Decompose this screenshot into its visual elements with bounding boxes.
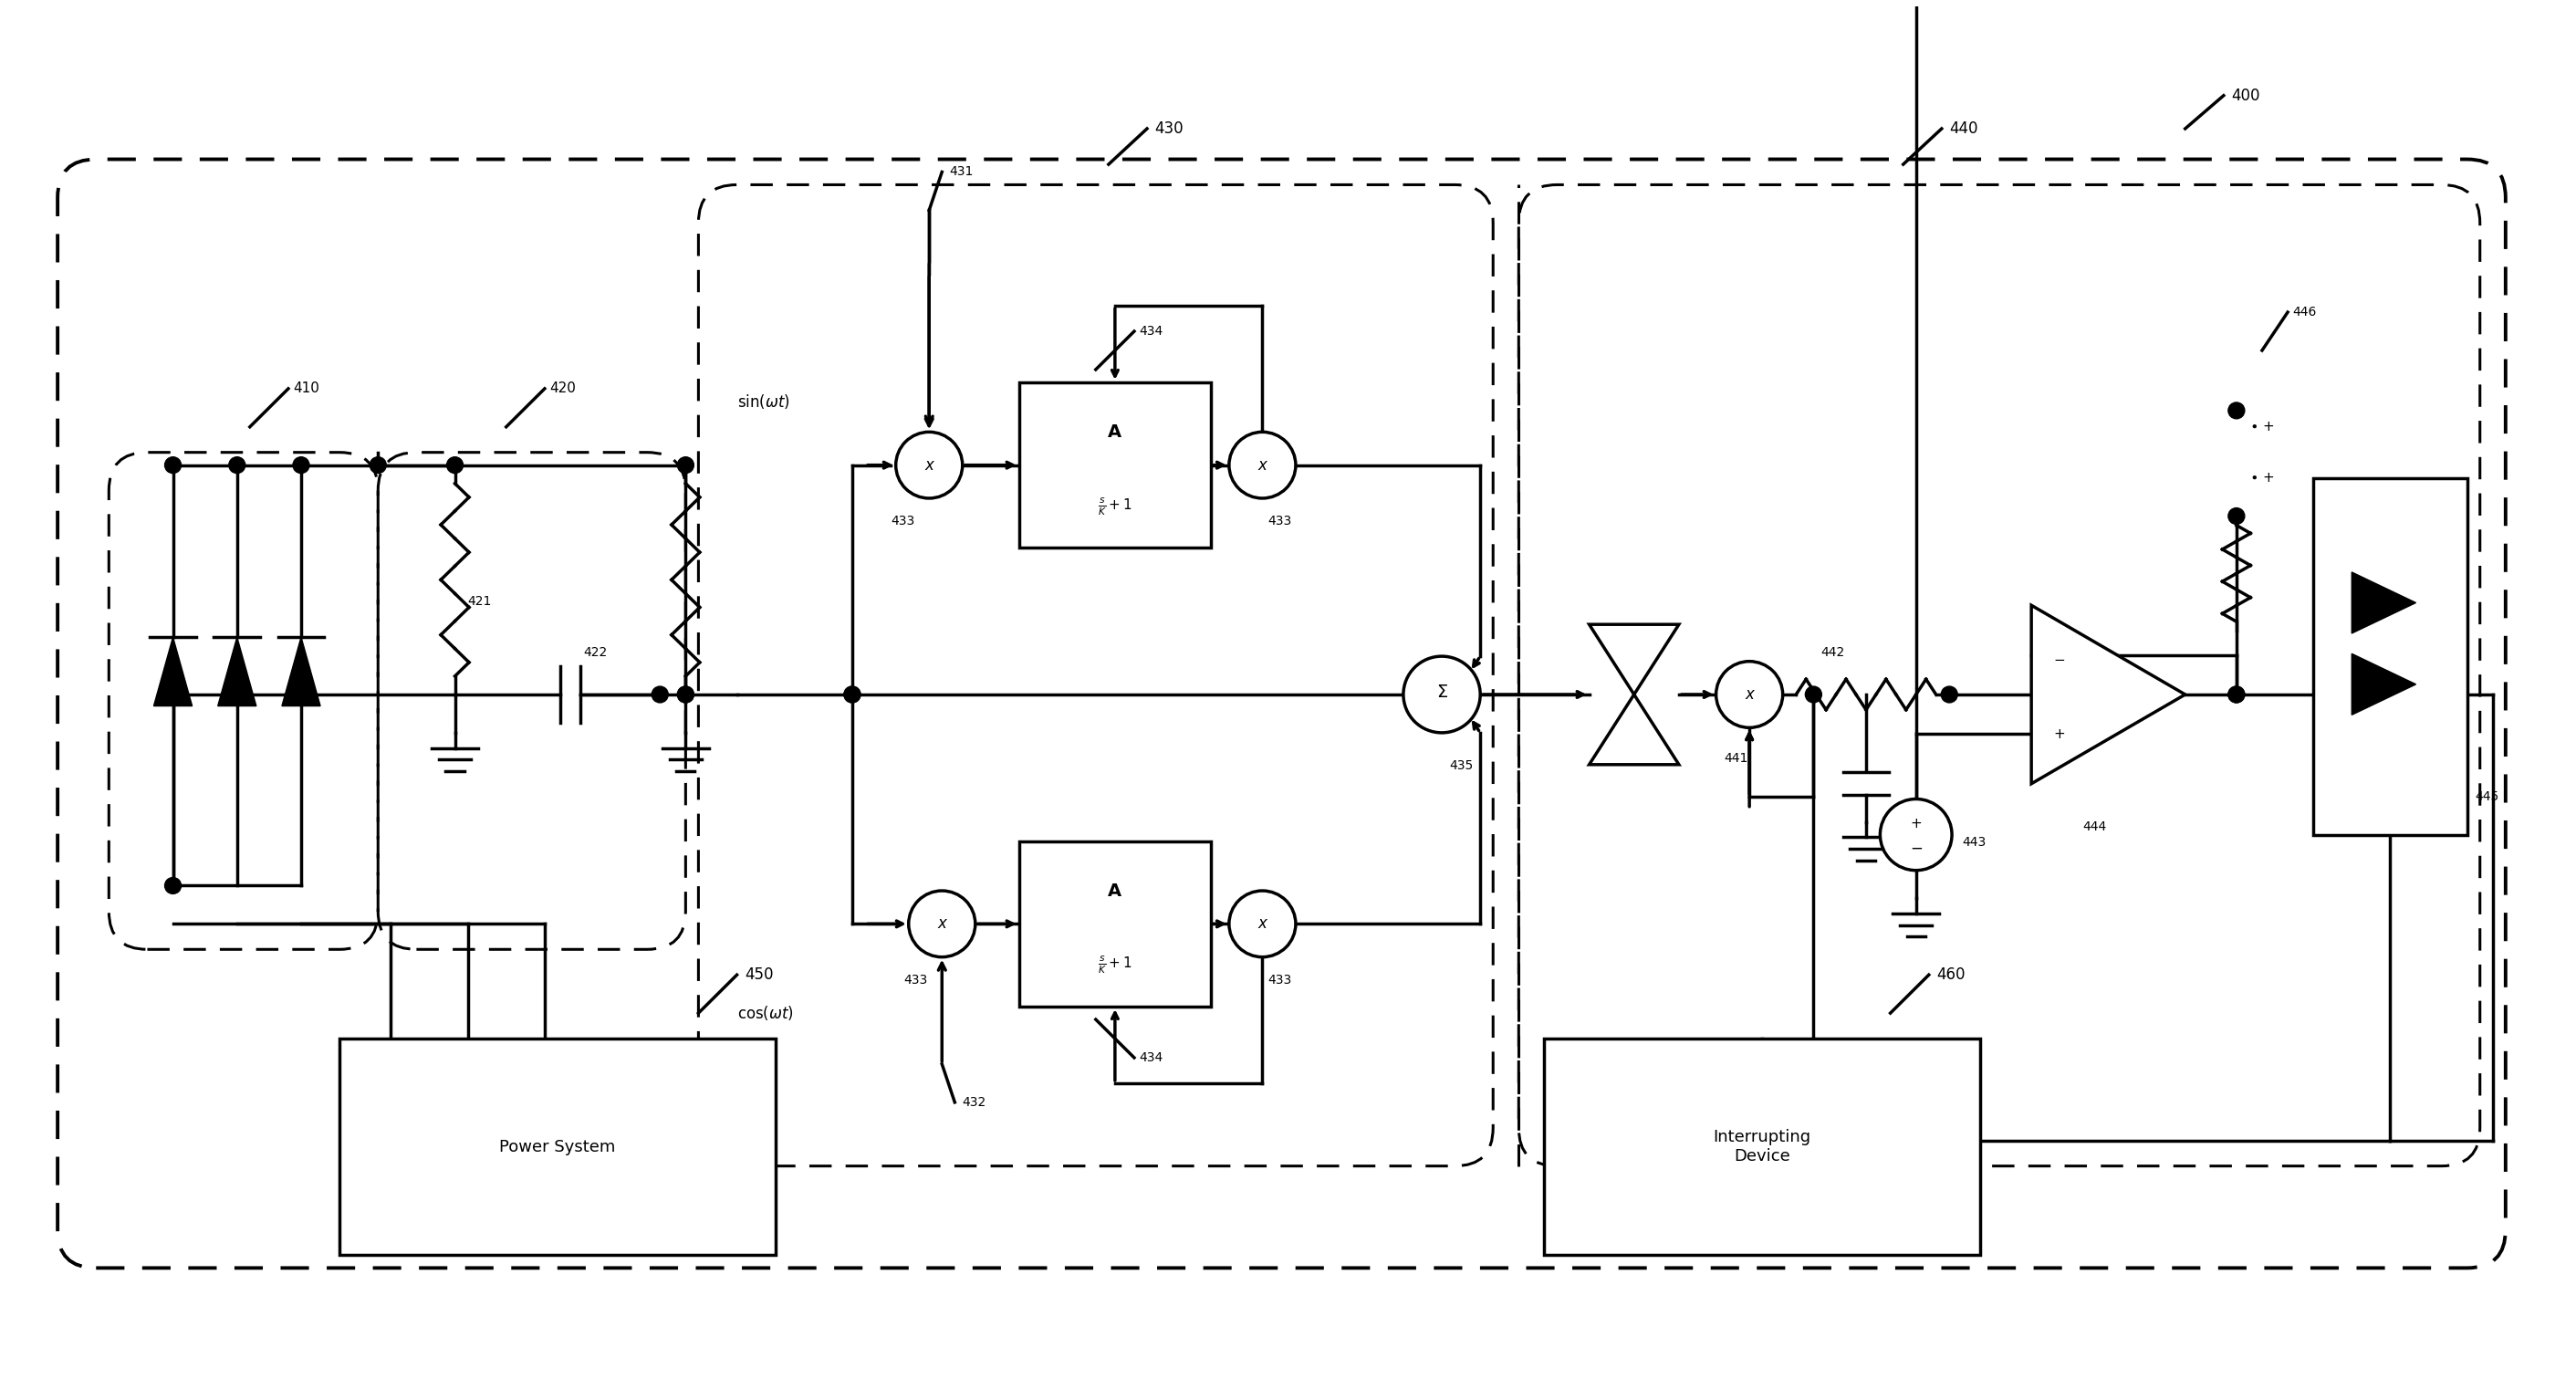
Circle shape (1716, 661, 1783, 728)
Circle shape (845, 686, 860, 703)
Circle shape (446, 457, 464, 474)
Text: $\cos(\omega t)$: $\cos(\omega t)$ (737, 1004, 793, 1022)
Text: $\sin(\omega t)$: $\sin(\omega t)$ (737, 392, 791, 411)
Polygon shape (2352, 654, 2416, 715)
Text: 460: 460 (1937, 967, 1965, 983)
Text: $-$: $-$ (1909, 839, 1922, 856)
Text: 450: 450 (744, 967, 773, 983)
Polygon shape (1589, 625, 1680, 764)
Bar (1020, 842, 1211, 1007)
Circle shape (2228, 686, 2244, 703)
Circle shape (229, 457, 245, 474)
Text: 444: 444 (2081, 821, 2107, 833)
Circle shape (1942, 686, 1958, 703)
Circle shape (165, 457, 180, 474)
Text: 433: 433 (904, 974, 927, 986)
Text: 435: 435 (1450, 760, 1473, 772)
Text: +: + (2053, 726, 2066, 740)
Circle shape (1880, 799, 1953, 871)
Circle shape (845, 686, 860, 703)
Circle shape (2228, 686, 2244, 703)
Circle shape (677, 686, 693, 703)
Circle shape (371, 457, 386, 474)
Text: 431: 431 (951, 165, 974, 178)
Circle shape (165, 686, 180, 703)
Text: $\Sigma$: $\Sigma$ (1435, 683, 1448, 700)
Text: 432: 432 (963, 1096, 987, 1108)
Text: x: x (1257, 915, 1267, 932)
Text: +: + (1911, 817, 1922, 831)
Circle shape (1404, 656, 1481, 733)
Polygon shape (2032, 606, 2184, 783)
Text: 433: 433 (1267, 515, 1291, 528)
Text: x: x (1257, 457, 1267, 474)
Text: 400: 400 (2231, 88, 2259, 104)
Text: Power System: Power System (500, 1139, 616, 1156)
Text: 442: 442 (1821, 646, 1844, 658)
Bar (340, 1039, 775, 1256)
Text: 430: 430 (1154, 121, 1182, 138)
Text: 441: 441 (1723, 751, 1749, 764)
Text: $\bullet$ +: $\bullet$ + (2249, 419, 2275, 433)
Circle shape (2228, 508, 2244, 524)
Circle shape (677, 457, 693, 474)
Circle shape (1229, 890, 1296, 957)
Text: $-$: $-$ (2053, 651, 2066, 665)
Text: 422: 422 (582, 646, 608, 658)
Circle shape (1229, 432, 1296, 499)
Circle shape (677, 686, 693, 703)
Text: 446: 446 (2293, 306, 2316, 318)
Text: 440: 440 (1950, 121, 1978, 138)
Text: 434: 434 (1139, 325, 1164, 338)
Text: 443: 443 (1963, 836, 1986, 849)
Text: 434: 434 (1139, 1051, 1164, 1064)
Text: Interrupting
Device: Interrupting Device (1713, 1129, 1811, 1164)
Polygon shape (2352, 572, 2416, 633)
Text: 410: 410 (294, 382, 319, 396)
Circle shape (896, 432, 963, 499)
Polygon shape (281, 638, 319, 706)
Text: $\frac{s}{K}+1$: $\frac{s}{K}+1$ (1097, 496, 1133, 517)
Text: 421: 421 (469, 596, 492, 608)
Text: A: A (1108, 882, 1123, 900)
Text: x: x (1744, 686, 1754, 703)
Text: x: x (938, 915, 945, 932)
Text: 433: 433 (1267, 974, 1291, 986)
Text: $\frac{s}{K}+1$: $\frac{s}{K}+1$ (1097, 954, 1133, 976)
Circle shape (294, 457, 309, 474)
Text: A: A (1108, 424, 1123, 440)
Polygon shape (155, 638, 193, 706)
Circle shape (165, 878, 180, 893)
Circle shape (652, 686, 667, 703)
Bar (1546, 1039, 1981, 1256)
Text: 433: 433 (891, 515, 914, 528)
Circle shape (909, 890, 976, 957)
Text: 420: 420 (549, 382, 577, 396)
Bar (1020, 382, 1211, 547)
Text: 445: 445 (2476, 790, 2499, 803)
Circle shape (2228, 403, 2244, 418)
Polygon shape (219, 638, 255, 706)
Text: $\bullet$ +: $\bullet$ + (2249, 471, 2275, 485)
Bar (2313, 478, 2468, 835)
Circle shape (1806, 686, 1821, 703)
Text: x: x (925, 457, 933, 474)
